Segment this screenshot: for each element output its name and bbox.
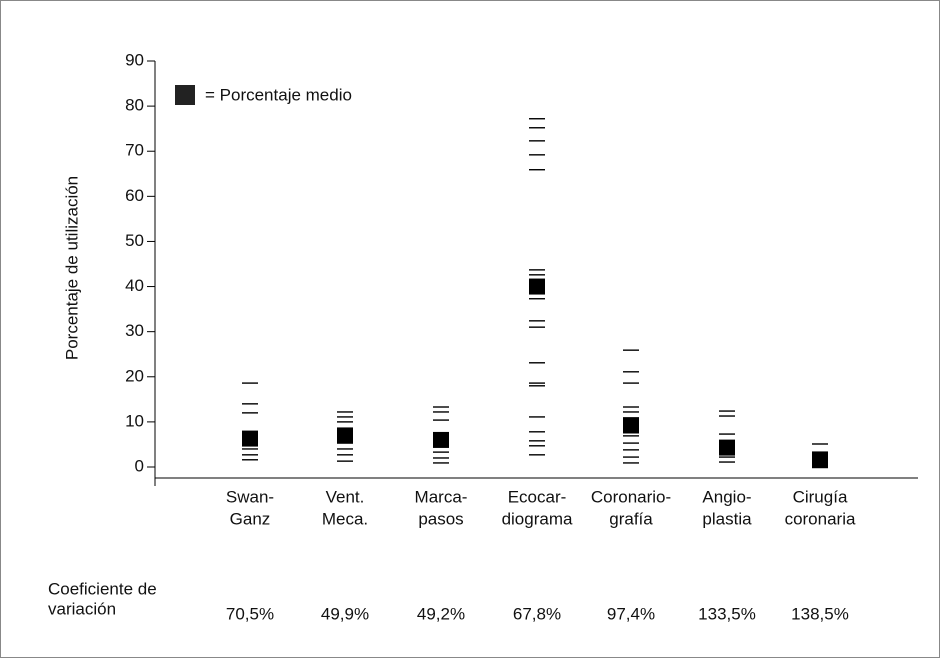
cv-label: 67,8% [513, 604, 561, 623]
y-tick-label: 20 [125, 366, 144, 385]
cv-label: 49,9% [321, 604, 369, 623]
cv-label: 70,5% [226, 604, 274, 623]
mean-marker [337, 427, 353, 444]
cv-label: 133,5% [698, 604, 756, 623]
cv-title: variación [48, 599, 116, 618]
x-tick-label: Ganz [230, 509, 271, 528]
x-tick-label: grafía [609, 509, 653, 528]
x-tick-label: Angio- [702, 487, 751, 506]
x-tick-label: plastia [702, 509, 752, 528]
cv-label: 97,4% [607, 604, 655, 623]
legend-swatch [175, 85, 195, 105]
y-tick-label: 10 [125, 411, 144, 430]
mean-marker [529, 278, 545, 295]
mean-marker [719, 439, 735, 456]
mean-marker [433, 431, 449, 448]
mean-marker [623, 417, 639, 434]
x-tick-label: Coronario- [591, 487, 671, 506]
cv-label: 138,5% [791, 604, 849, 623]
y-tick-label: 60 [125, 186, 144, 205]
y-tick-label: 50 [125, 231, 144, 250]
y-axis-label: Porcentaje de utilización [62, 176, 81, 360]
x-tick-label: coronaria [785, 509, 856, 528]
x-tick-label: Meca. [322, 509, 368, 528]
y-tick-label: 70 [125, 141, 144, 160]
x-tick-label: Marca- [415, 487, 468, 506]
y-tick-label: 30 [125, 321, 144, 340]
y-tick-label: 0 [135, 456, 144, 475]
x-tick-label: diograma [502, 509, 573, 528]
cv-title: Coeficiente de [48, 579, 157, 598]
mean-marker [242, 430, 258, 447]
y-tick-label: 90 [125, 50, 144, 69]
mean-marker [812, 452, 828, 469]
x-tick-label: Swan- [226, 487, 274, 506]
x-tick-label: Cirugía [793, 487, 848, 506]
x-tick-label: Vent. [326, 487, 365, 506]
legend-label: = Porcentaje medio [205, 85, 352, 104]
x-tick-label: pasos [418, 509, 463, 528]
y-tick-label: 80 [125, 96, 144, 115]
y-tick-label: 40 [125, 276, 144, 295]
x-tick-label: Ecocar- [508, 487, 567, 506]
cv-label: 49,2% [417, 604, 465, 623]
